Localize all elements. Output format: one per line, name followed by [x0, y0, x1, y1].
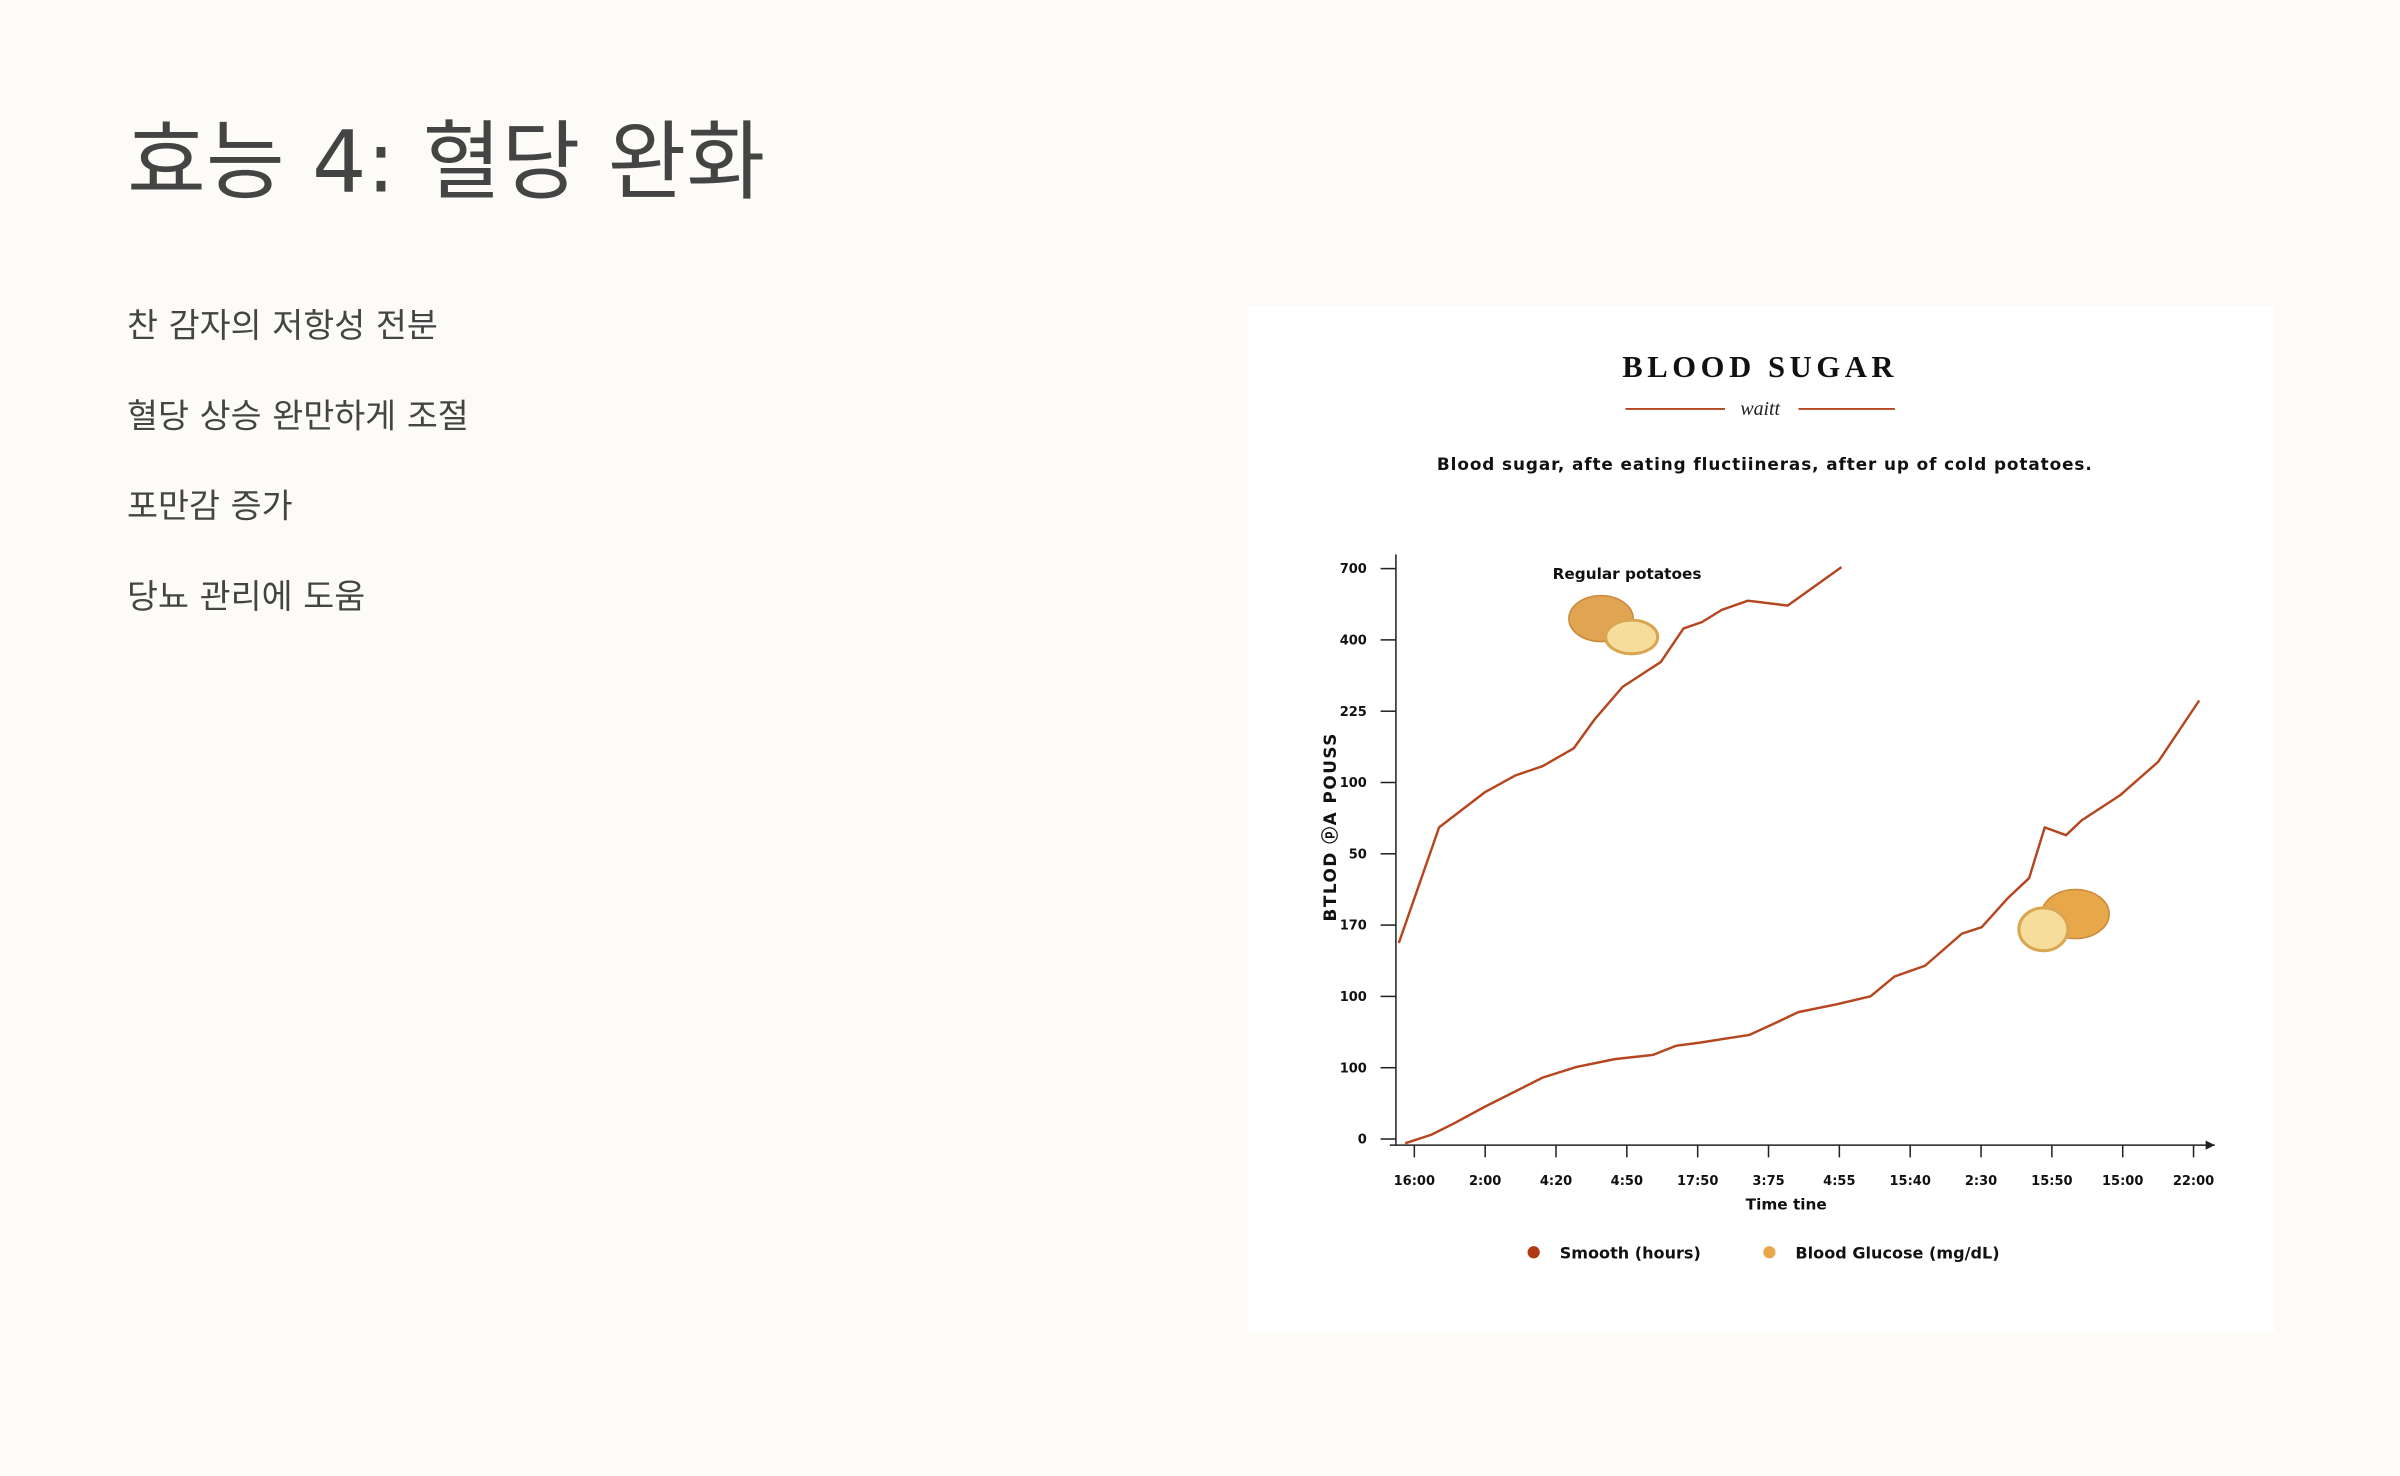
- annotation: Regular potatoes: [1553, 565, 1702, 583]
- chart-card: [1247, 306, 2275, 1332]
- slide-title: 효능 4: 혈당 완화: [127, 113, 765, 213]
- series-line: [1397, 566, 1843, 944]
- x-tick-label: 15:40: [1890, 1174, 1931, 1189]
- y-tick-label: 100: [1340, 1061, 1367, 1076]
- x-tick-label: 4:50: [1611, 1174, 1643, 1189]
- y-axis-label: BTLOD ⓟA POUSS: [1320, 732, 1340, 922]
- x-tick-label: 15:50: [2031, 1174, 2072, 1189]
- y-tick-label: 400: [1340, 633, 1367, 648]
- x-tick-label: 22:00: [2173, 1174, 2214, 1189]
- x-tick-label: 4:55: [1823, 1174, 1855, 1189]
- x-tick-label: 2:30: [1965, 1174, 1997, 1189]
- axis-arrow: [2205, 1140, 2215, 1150]
- bullet: 포만감 증가: [127, 487, 293, 526]
- legend-label: Blood Glucose (mg/dL): [1795, 1243, 1999, 1262]
- potato-icon: [1568, 594, 1660, 656]
- series-line: [1404, 699, 2201, 1145]
- legend-label: Smooth (hours): [1560, 1243, 1701, 1262]
- x-tick-label: 3:75: [1752, 1174, 1784, 1189]
- x-tick-label: 2:00: [1469, 1174, 1501, 1189]
- bullet: 당뇨 관리에 도움: [127, 577, 365, 616]
- legend-marker: [1763, 1246, 1776, 1259]
- x-tick-label: 16:00: [1394, 1174, 1435, 1189]
- chart-subtitle: waitt: [1740, 398, 1780, 420]
- bullet: 혈당 상승 완만하게 조절: [127, 396, 469, 435]
- y-tick-label: 170: [1340, 919, 1367, 934]
- x-tick-label: 4:20: [1540, 1174, 1572, 1189]
- y-tick-label: 225: [1340, 705, 1367, 720]
- x-tick-label: 17:50: [1677, 1174, 1718, 1189]
- potato-icon: [2017, 888, 2110, 953]
- potato-slice: [2017, 906, 2070, 953]
- y-tick-label: 50: [1349, 847, 1367, 862]
- chart-description: Blood sugar, afte eating fluctiineras, a…: [1437, 454, 2093, 474]
- y-tick-label: 700: [1340, 562, 1367, 577]
- y-tick-label: 100: [1340, 776, 1367, 791]
- bullet: 찬 감자의 저항성 전분: [127, 306, 438, 345]
- potato-slice: [1604, 618, 1660, 656]
- x-tick-label: 15:00: [2102, 1174, 2143, 1189]
- legend-marker: [1527, 1246, 1540, 1259]
- y-tick-label: 100: [1340, 990, 1367, 1005]
- y-tick-label: 0: [1358, 1133, 1367, 1148]
- chart-title: BLOOD SUGAR: [1622, 350, 1898, 384]
- x-axis-label: Time tine: [1746, 1195, 1827, 1213]
